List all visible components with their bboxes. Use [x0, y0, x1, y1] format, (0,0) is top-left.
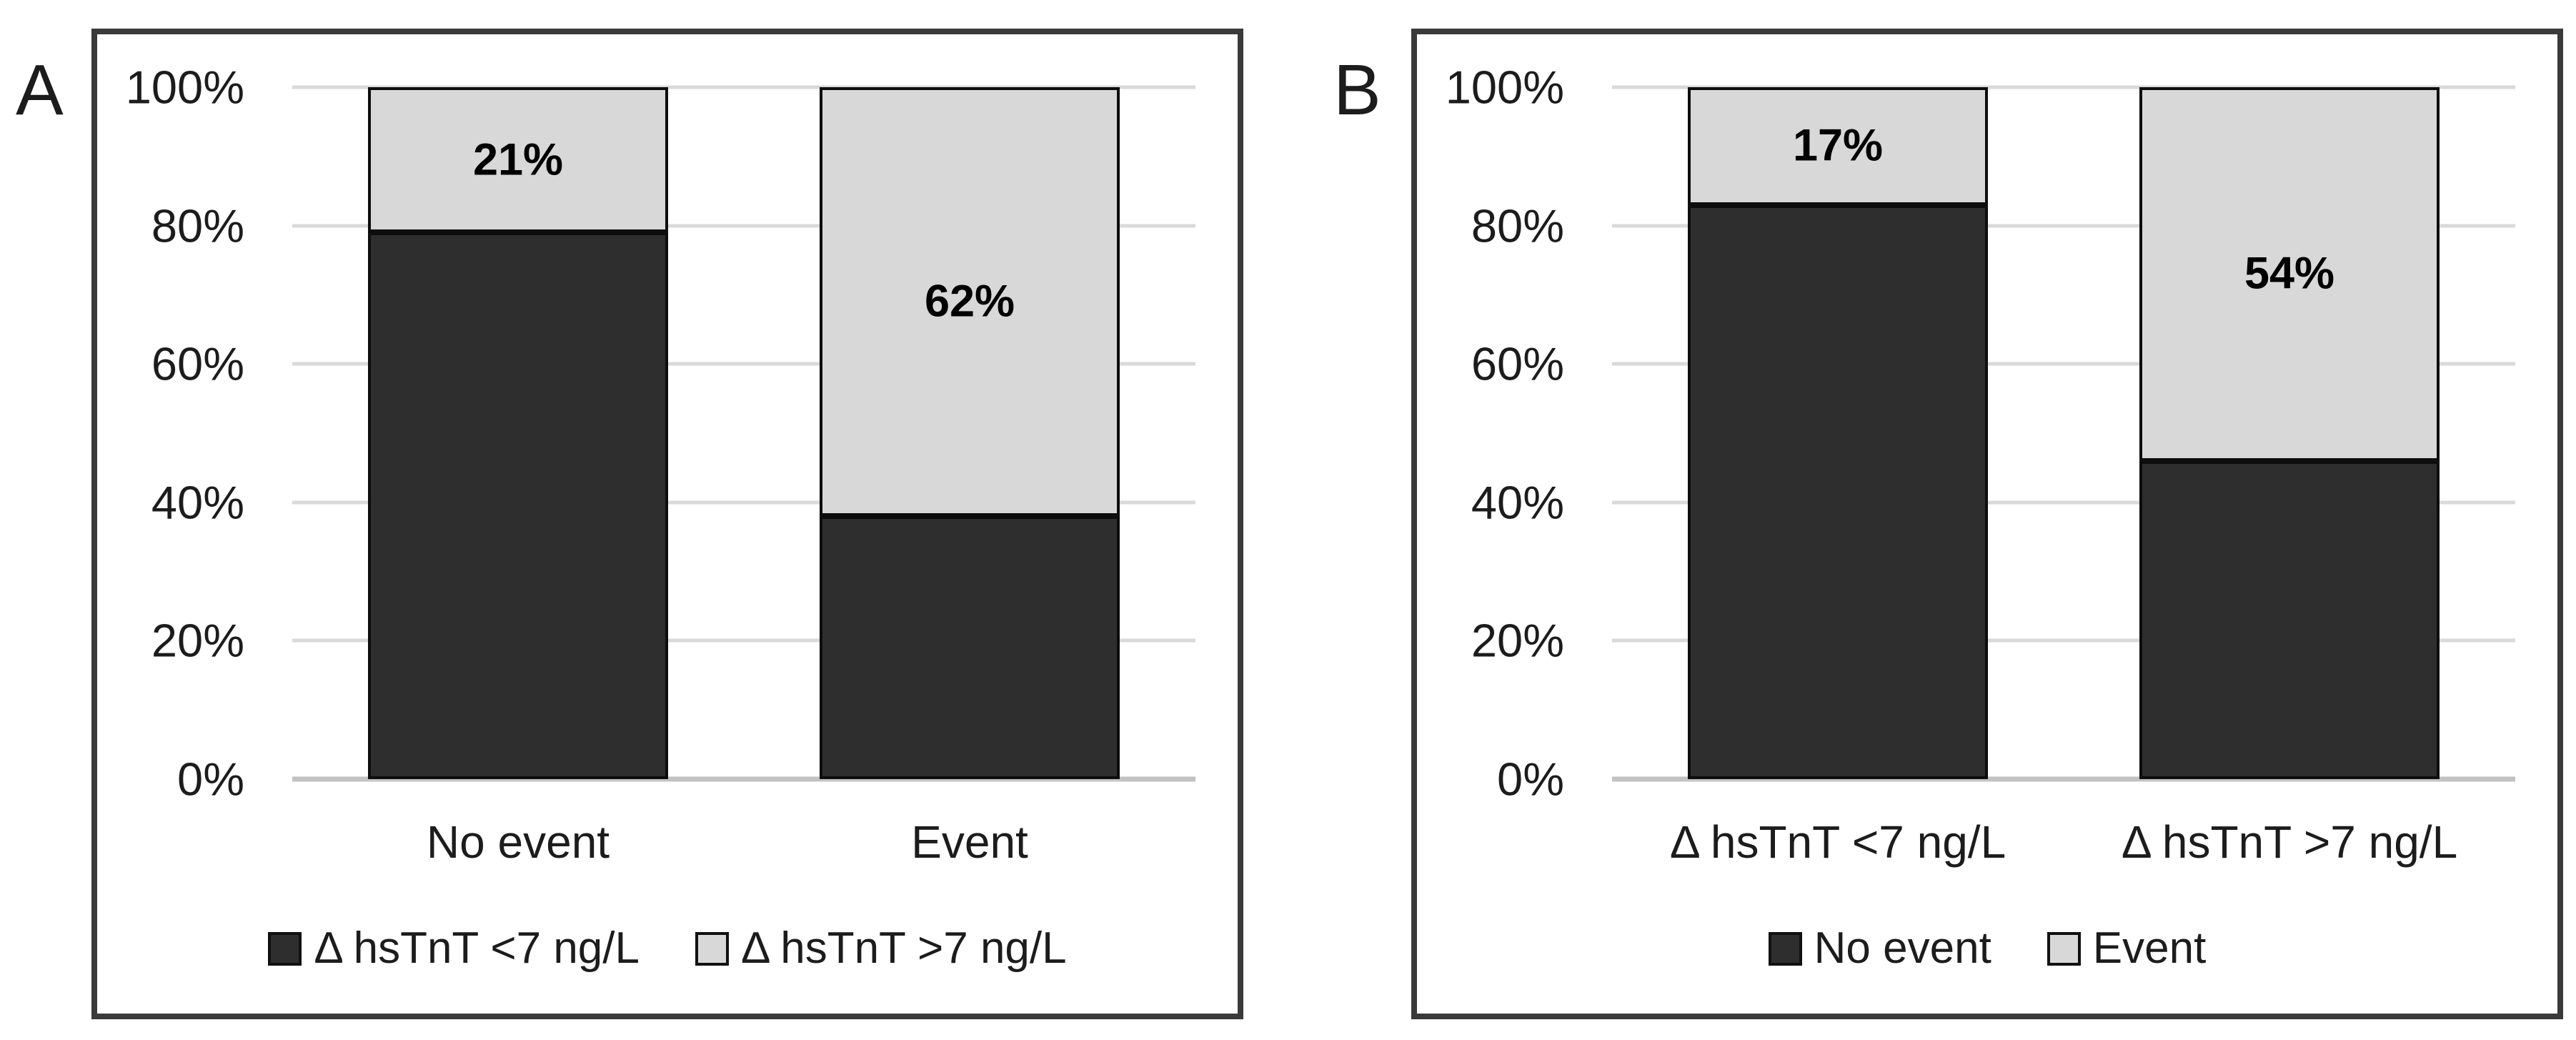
panel-b-chart: 100% 80% 60% 40% 20% 0% 17% Δ hsTnT <7 ng/L 54%… — [1411, 29, 2563, 1019]
legend: Δ hsTnT <7 ng/L Δ hsTnT >7 ng/L — [97, 926, 1238, 971]
y-axis: 100% 80% 60% 40% 20% 0% — [97, 64, 244, 803]
legend-item: No event — [1768, 923, 1991, 973]
legend-swatch-dark — [1768, 931, 1802, 966]
bar-segment-light — [2139, 87, 2440, 461]
y-axis-tick-label: 60% — [1471, 337, 1564, 390]
y-axis-tick-label: 100% — [125, 61, 244, 114]
bar-segment-light — [368, 87, 668, 233]
bar-2: 62% — [820, 87, 1120, 779]
y-axis-tick-label: 20% — [151, 614, 244, 667]
gridline — [292, 362, 1195, 366]
bar-2: 54% — [2139, 87, 2440, 779]
x-axis-category-label: Δ hsTnT >7 ng/L — [2121, 816, 2458, 868]
x-axis-category-label: No event — [426, 816, 610, 868]
legend-item: Δ hsTnT <7 ng/L — [268, 926, 640, 971]
bar-data-label: 21% — [472, 134, 564, 185]
bar-segment-dark — [820, 516, 1120, 779]
legend-swatch-light — [695, 931, 729, 966]
y-axis-tick-label: 80% — [151, 199, 244, 252]
bar-segment-light — [1688, 87, 1988, 205]
gridline — [292, 500, 1195, 505]
bar-segment-dark — [2139, 460, 2440, 779]
bar-1: 17% — [1688, 87, 1988, 779]
legend-item-label: Δ hsTnT >7 ng/L — [741, 923, 1067, 973]
bar-1: 21% — [368, 87, 668, 779]
gridline — [1612, 224, 2515, 228]
bar-segment-light — [820, 87, 1120, 517]
bar-data-label: 54% — [2244, 248, 2335, 299]
panel-a-chart: 100% 80% 60% 40% 20% 0% 21% No event 62% Event Δ… — [91, 29, 1243, 1019]
gridline — [1612, 500, 2515, 505]
gridline — [292, 224, 1195, 228]
y-axis-tick-label: 40% — [151, 476, 244, 529]
y-axis-tick-label: 60% — [151, 337, 244, 390]
y-axis: 100% 80% 60% 40% 20% 0% — [1417, 64, 1564, 803]
x-axis-line — [292, 776, 1195, 782]
legend-item: Δ hsTnT >7 ng/L — [695, 926, 1067, 971]
gridline — [292, 85, 1195, 89]
gridline — [1612, 362, 2515, 366]
plot-area: 17% Δ hsTnT <7 ng/L 54% Δ hsTnT >7 ng/L — [1612, 85, 2515, 865]
legend-item-label: No event — [1814, 923, 1991, 973]
x-axis-category-label: Event — [911, 816, 1028, 868]
x-axis-category-label: Δ hsTnT <7 ng/L — [1669, 816, 2006, 868]
bar-segment-dark — [368, 232, 668, 779]
legend-swatch-light — [2047, 931, 2081, 966]
y-axis-tick-label: 40% — [1471, 476, 1564, 529]
y-axis-tick-label: 0% — [177, 753, 244, 806]
plot-area: 21% No event 62% Event — [292, 85, 1195, 865]
legend: No event Event — [1417, 926, 2557, 971]
gridline — [292, 638, 1195, 643]
legend-swatch-dark — [268, 931, 302, 966]
legend-item-label: Δ hsTnT <7 ng/L — [314, 923, 640, 973]
bar-data-label: 62% — [924, 276, 1015, 327]
gridline — [1612, 85, 2515, 89]
bar-segment-dark — [1688, 204, 1988, 779]
bar-data-label: 17% — [1792, 120, 1884, 171]
x-axis-line — [1612, 776, 2515, 782]
panel-b-letter: B — [1333, 50, 1381, 130]
y-axis-tick-label: 0% — [1497, 753, 1564, 806]
y-axis-tick-label: 80% — [1471, 199, 1564, 252]
legend-item-label: Event — [2092, 923, 2207, 973]
panel-a-letter: A — [16, 50, 64, 130]
legend-item: Event — [2047, 923, 2207, 973]
y-axis-tick-label: 100% — [1445, 61, 1564, 114]
gridline — [1612, 638, 2515, 643]
y-axis-tick-label: 20% — [1471, 614, 1564, 667]
